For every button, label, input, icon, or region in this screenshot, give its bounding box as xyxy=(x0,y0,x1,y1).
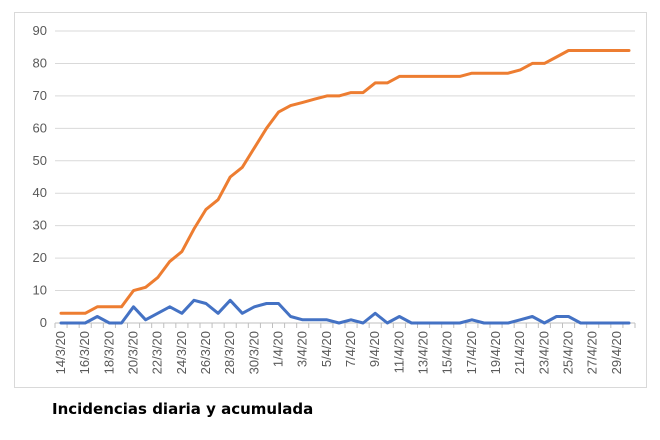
x-tick-label: 22/3/20 xyxy=(150,331,165,374)
x-axis xyxy=(54,322,636,328)
x-tick-label: 1/4/20 xyxy=(271,331,286,367)
x-tick-label: 29/4/20 xyxy=(609,331,624,374)
x-tick-label: 9/4/20 xyxy=(367,331,382,367)
x-tick-label: 14/3/20 xyxy=(53,331,68,374)
chart-caption: Incidencias diaria y acumulada xyxy=(52,400,314,418)
x-tick-label: 27/4/20 xyxy=(585,331,600,374)
y-axis-tick-labels: 0 10 20 30 40 50 60 70 80 90 xyxy=(33,23,47,330)
y-tick-label: 10 xyxy=(33,283,47,298)
x-tick-label: 20/3/20 xyxy=(126,331,141,374)
y-tick-label: 90 xyxy=(33,23,47,38)
x-tick-label: 19/4/20 xyxy=(488,331,503,374)
series-line-2 xyxy=(59,49,631,315)
chart-frame: 0 10 20 30 40 50 60 70 80 90 14/3/20 16/3/20 18/3/2… xyxy=(14,12,647,388)
series-lines xyxy=(59,49,631,325)
x-tick-label: 15/4/20 xyxy=(440,331,455,374)
x-tick-label: 16/3/20 xyxy=(77,331,92,374)
gridlines xyxy=(55,30,635,292)
x-tick-label: 7/4/20 xyxy=(343,331,358,367)
y-tick-label: 50 xyxy=(33,153,47,168)
y-tick-label: 70 xyxy=(33,88,47,103)
y-tick-label: 30 xyxy=(33,218,47,233)
y-tick-label: 40 xyxy=(33,185,47,200)
x-tick-label: 17/4/20 xyxy=(464,331,479,374)
y-tick-label: 60 xyxy=(33,120,47,135)
x-tick-label: 11/4/20 xyxy=(391,331,406,373)
x-tick-label: 25/4/20 xyxy=(561,331,576,374)
series-line-1 xyxy=(59,298,631,325)
x-tick-label: 18/3/20 xyxy=(101,331,116,374)
x-tick-label: 13/4/20 xyxy=(416,331,431,374)
x-axis-tick-labels: 14/3/20 16/3/20 18/3/20 20/3/20 22/3/20 24/3/… xyxy=(53,331,624,374)
line-chart: 0 10 20 30 40 50 60 70 80 90 14/3/20 16/3/20 18/3/2… xyxy=(33,23,636,374)
x-tick-label: 21/4/20 xyxy=(512,331,527,374)
x-tick-label: 26/3/20 xyxy=(198,331,213,374)
x-tick-label: 30/3/20 xyxy=(246,331,261,374)
x-tick-label: 28/3/20 xyxy=(222,331,237,374)
x-tick-label: 5/4/20 xyxy=(319,331,334,367)
x-tick-label: 24/3/20 xyxy=(174,331,189,374)
x-tick-label: 3/4/20 xyxy=(295,331,310,367)
y-tick-label: 80 xyxy=(33,55,47,70)
y-tick-label: 20 xyxy=(33,250,47,265)
x-tick-label: 23/4/20 xyxy=(536,331,551,374)
y-tick-label: 0 xyxy=(40,315,47,330)
